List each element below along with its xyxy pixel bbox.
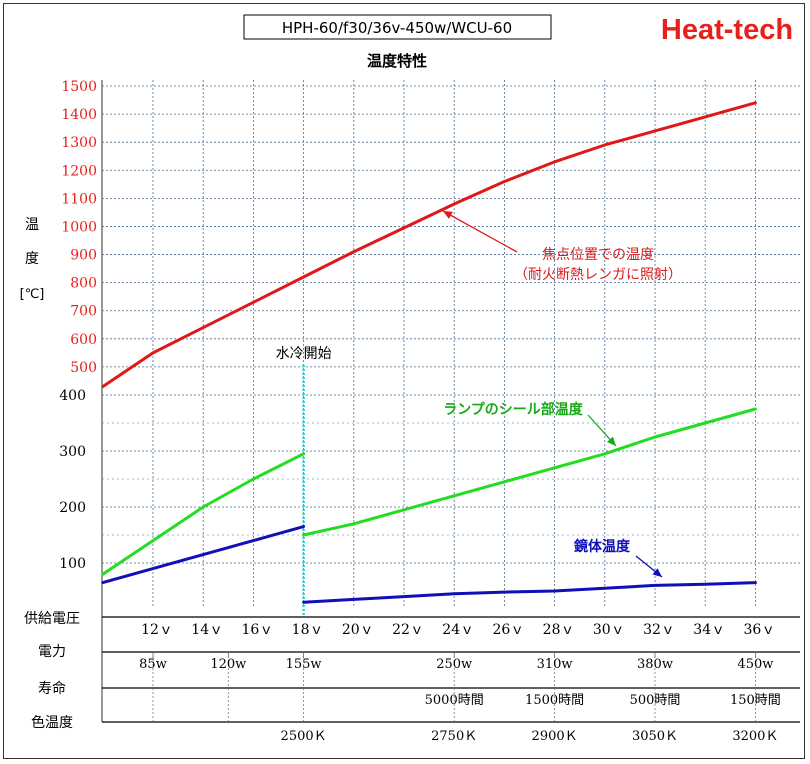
- power-value: 380w: [637, 657, 673, 672]
- series-arrow-mirror-head: [652, 568, 662, 577]
- color-temp-value: 2500Ｋ: [281, 729, 327, 744]
- row-label-power: 電力: [38, 644, 66, 660]
- color-temp-value: 3200Ｋ: [732, 729, 778, 744]
- series-line-2: [302, 407, 757, 537]
- series-layer: [101, 101, 757, 615]
- spec-rows: [102, 616, 800, 723]
- brand-logo: Heat-tech: [661, 14, 793, 46]
- power-value: 450w: [737, 657, 773, 672]
- series-label-mirror: 鏡体温度: [574, 538, 631, 555]
- series-arrow-focus: [442, 210, 518, 253]
- power-value: 155w: [286, 657, 322, 672]
- voltage-tick: 24ｖ: [442, 622, 474, 638]
- series-label-seal: ランプのシール部温度: [443, 401, 584, 418]
- voltage-tick: 30ｖ: [593, 622, 625, 638]
- life-value: 1500時間: [525, 693, 584, 708]
- y-tick-label: 1000: [61, 219, 97, 235]
- power-value: 85w: [139, 657, 167, 672]
- row-label-life: 寿命: [38, 680, 66, 697]
- voltage-tick: 12ｖ: [141, 622, 173, 638]
- y-tick-label: 600: [70, 332, 97, 348]
- row-label-color-temp: 色温度: [31, 714, 73, 731]
- y-tick-label: 400: [59, 388, 86, 404]
- labels-layer: 100 200 300 400 500 600 700 800 900 1000 1100 1200 1…: [20, 79, 781, 744]
- series-line-1: [101, 101, 757, 389]
- grid: [101, 80, 800, 722]
- model-box: [243, 14, 552, 40]
- color-temp-value: 2750Ｋ: [431, 729, 477, 744]
- life-value: 150時間: [730, 693, 781, 708]
- series-arrow-focus-head: [443, 211, 453, 219]
- y-tick-label: 1300: [61, 135, 97, 151]
- series-arrow-seal-head: [606, 436, 616, 446]
- series-label-focus-note: （耐火断熱レンガに照射）: [514, 267, 682, 283]
- y-axis-label-unit: [℃]: [20, 287, 45, 302]
- chart-frame: [3, 3, 805, 759]
- color-temp-value: 3050Ｋ: [632, 729, 678, 744]
- y-axis-label-2: 度: [25, 251, 39, 267]
- y-tick-label: 1100: [61, 191, 97, 207]
- series-line-3: [302, 581, 757, 604]
- series-label-focus: 焦点位置での温度: [542, 247, 654, 263]
- voltage-tick: 34ｖ: [693, 622, 725, 638]
- voltage-tick: 14ｖ: [191, 622, 223, 638]
- y-tick-label: 1400: [61, 107, 97, 123]
- row-label-voltage: 供給電圧: [24, 611, 80, 627]
- y-axis-label-1: 温: [25, 217, 39, 233]
- voltage-tick: 26ｖ: [492, 622, 524, 638]
- power-value: 250w: [436, 657, 472, 672]
- y-tick-label: 1200: [61, 163, 97, 179]
- voltage-tick: 20ｖ: [342, 622, 374, 638]
- y-tick-label: 200: [59, 500, 86, 516]
- y-tick-label: 900: [70, 248, 97, 264]
- y-tick-label: 100: [59, 556, 86, 572]
- water-start-label: 水冷開始: [276, 346, 332, 362]
- voltage-tick: 16ｖ: [241, 622, 273, 638]
- voltage-tick: 36ｖ: [743, 622, 775, 638]
- voltage-tick: 22ｖ: [392, 622, 424, 638]
- chart-subtitle: 温度特性: [367, 52, 427, 70]
- y-tick-label: 300: [59, 444, 86, 460]
- voltage-tick: 18ｖ: [292, 622, 324, 638]
- y-tick-label: 800: [70, 276, 97, 292]
- life-value: 500時間: [630, 693, 681, 708]
- power-value: 310w: [537, 657, 573, 672]
- y-tick-label: 1500: [61, 79, 97, 95]
- model-label: HPH-60/f30/36v-450w/WCU-60: [282, 19, 512, 37]
- series-line-2: [101, 452, 306, 576]
- color-temp-value: 2900Ｋ: [532, 729, 578, 744]
- life-value: 5000時間: [425, 693, 484, 708]
- y-tick-label: 700: [70, 304, 97, 320]
- series-line-3: [101, 525, 306, 585]
- voltage-tick: 32ｖ: [643, 622, 675, 638]
- voltage-tick: 28ｖ: [543, 622, 575, 638]
- y-tick-label: 500: [70, 360, 97, 376]
- power-value: 120w: [210, 657, 246, 672]
